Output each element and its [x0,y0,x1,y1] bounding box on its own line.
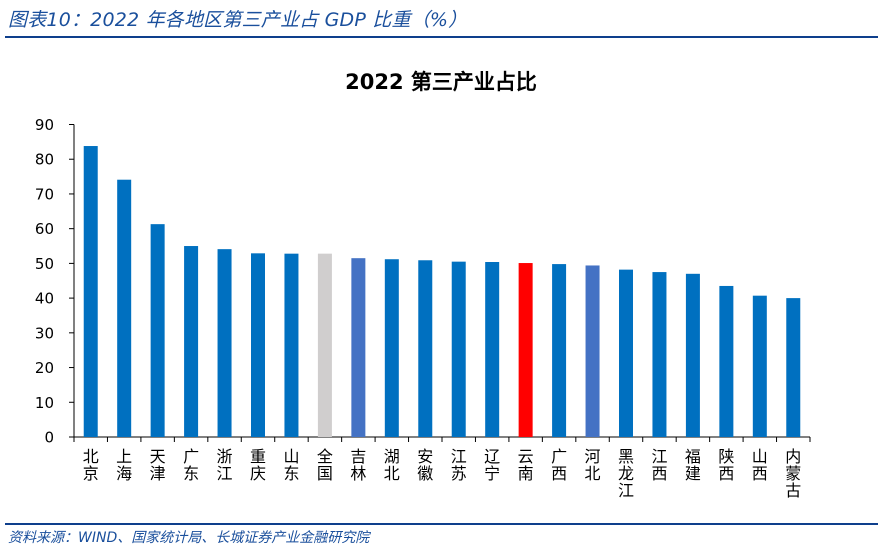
y-tick-label: 30 [35,324,54,342]
bar-黑龙江 [619,269,633,437]
y-tick-label: 20 [35,359,54,377]
x-tick-label: 辽宁 [484,447,500,483]
x-tick-label: 全国 [317,447,333,483]
bar-辽宁 [485,262,500,437]
figure-title: 图表10：2022 年各地区第三产业占 GDP 比重（%） [8,9,468,31]
footer-rule [5,523,878,525]
x-tick-label: 福建 [685,447,701,483]
y-tick-label: 90 [35,116,54,134]
y-tick-label: 50 [35,255,54,273]
bar-山西 [752,295,767,437]
x-tick-label: 江西 [651,447,667,483]
header-rule [5,36,878,38]
x-tick-label: 浙江 [217,447,233,483]
bar-全国 [317,253,332,437]
x-tick-label: 广东 [183,447,199,483]
bar-北京 [83,146,98,437]
y-axis: 0 10 20 30 40 50 60 70 80 90 [35,116,75,447]
bar-湖北 [384,259,399,437]
source-note: 资料来源：WIND、国家统计局、长城证券产业金融研究院 [8,530,370,546]
x-tick-label: 上海 [116,447,132,483]
bar-上海 [117,179,132,438]
x-tick-label: 云南 [518,447,534,483]
x-tick-label: 北京 [83,447,99,483]
y-tick-label: 10 [35,394,54,412]
x-tick-label: 山东 [283,447,299,483]
bar-山东 [284,253,299,437]
chart-title: 2022 第三产业占比 [345,70,537,94]
y-tick-label: 80 [35,151,54,169]
bar-浙江 [217,249,232,437]
y-tick-label: 40 [35,290,54,308]
x-tick-label: 内蒙古 [785,447,801,500]
bar-广西 [552,264,567,437]
x-tick-label: 河北 [585,447,601,483]
bar-广东 [184,246,199,437]
x-tick-label: 湖北 [384,447,400,483]
x-tick-label: 重庆 [250,447,266,483]
bar-陕西 [719,285,734,437]
bar-云南 [518,263,533,437]
x-tick-label: 陕西 [718,447,734,483]
x-tick-label: 吉林 [350,447,366,483]
bar-福建 [685,273,700,437]
bar-重庆 [251,253,265,437]
x-tick-label: 天津 [150,447,166,483]
x-tick-label: 广西 [551,447,567,483]
x-tick-label: 黑龙江 [618,447,634,500]
bar-河北 [585,265,600,437]
bar-安徽 [418,260,433,437]
x-tick-label: 山西 [752,447,768,483]
x-tick-label: 江苏 [451,447,467,483]
x-tick-label: 安徽 [417,447,433,483]
y-tick-label: 70 [35,185,54,203]
y-tick-label: 0 [44,429,54,447]
bar-内蒙古 [786,298,801,437]
bar-天津 [150,224,165,437]
bar-江苏 [451,261,466,437]
bars [83,146,801,438]
bar-吉林 [351,258,366,437]
bar-江西 [652,272,667,437]
y-tick-label: 60 [35,220,54,238]
